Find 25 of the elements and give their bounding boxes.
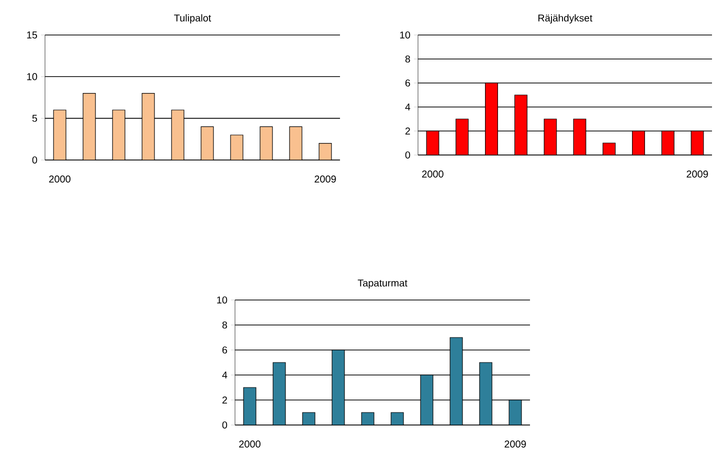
y-tick-label: 10: [27, 73, 38, 80]
chart-title: Räjähdykset: [538, 14, 592, 24]
y-tick-label: 6: [405, 79, 410, 87]
y-tick-label: 0: [222, 421, 228, 429]
x-tick-label: 2009: [686, 170, 708, 178]
chart-title: Tapaturmat: [358, 280, 408, 288]
chart-title: Tulipalot: [174, 14, 212, 24]
y-tick-label: 10: [217, 296, 228, 304]
y-tick-label: 15: [27, 32, 38, 38]
y-tick-label: 8: [405, 55, 410, 63]
y-tick-label: 8: [222, 321, 228, 329]
x-tick-label: 2009: [314, 176, 336, 183]
y-tick-label: 5: [32, 114, 38, 122]
x-tick-label: 2000: [422, 170, 444, 178]
y-tick-label: 4: [222, 372, 228, 378]
y-tick-label: 6: [222, 346, 228, 354]
y-tick-label: 2: [222, 396, 227, 404]
y-tick-label: 0: [405, 151, 410, 159]
x-tick-label: 2000: [49, 176, 70, 183]
y-tick-label: 0: [32, 156, 38, 164]
y-tick-label: 4: [405, 104, 410, 110]
x-tick-label: 2009: [504, 440, 526, 448]
x-tick-label: 2000: [239, 440, 260, 448]
y-tick-label: 10: [400, 31, 410, 39]
y-tick-label: 2: [405, 128, 410, 134]
